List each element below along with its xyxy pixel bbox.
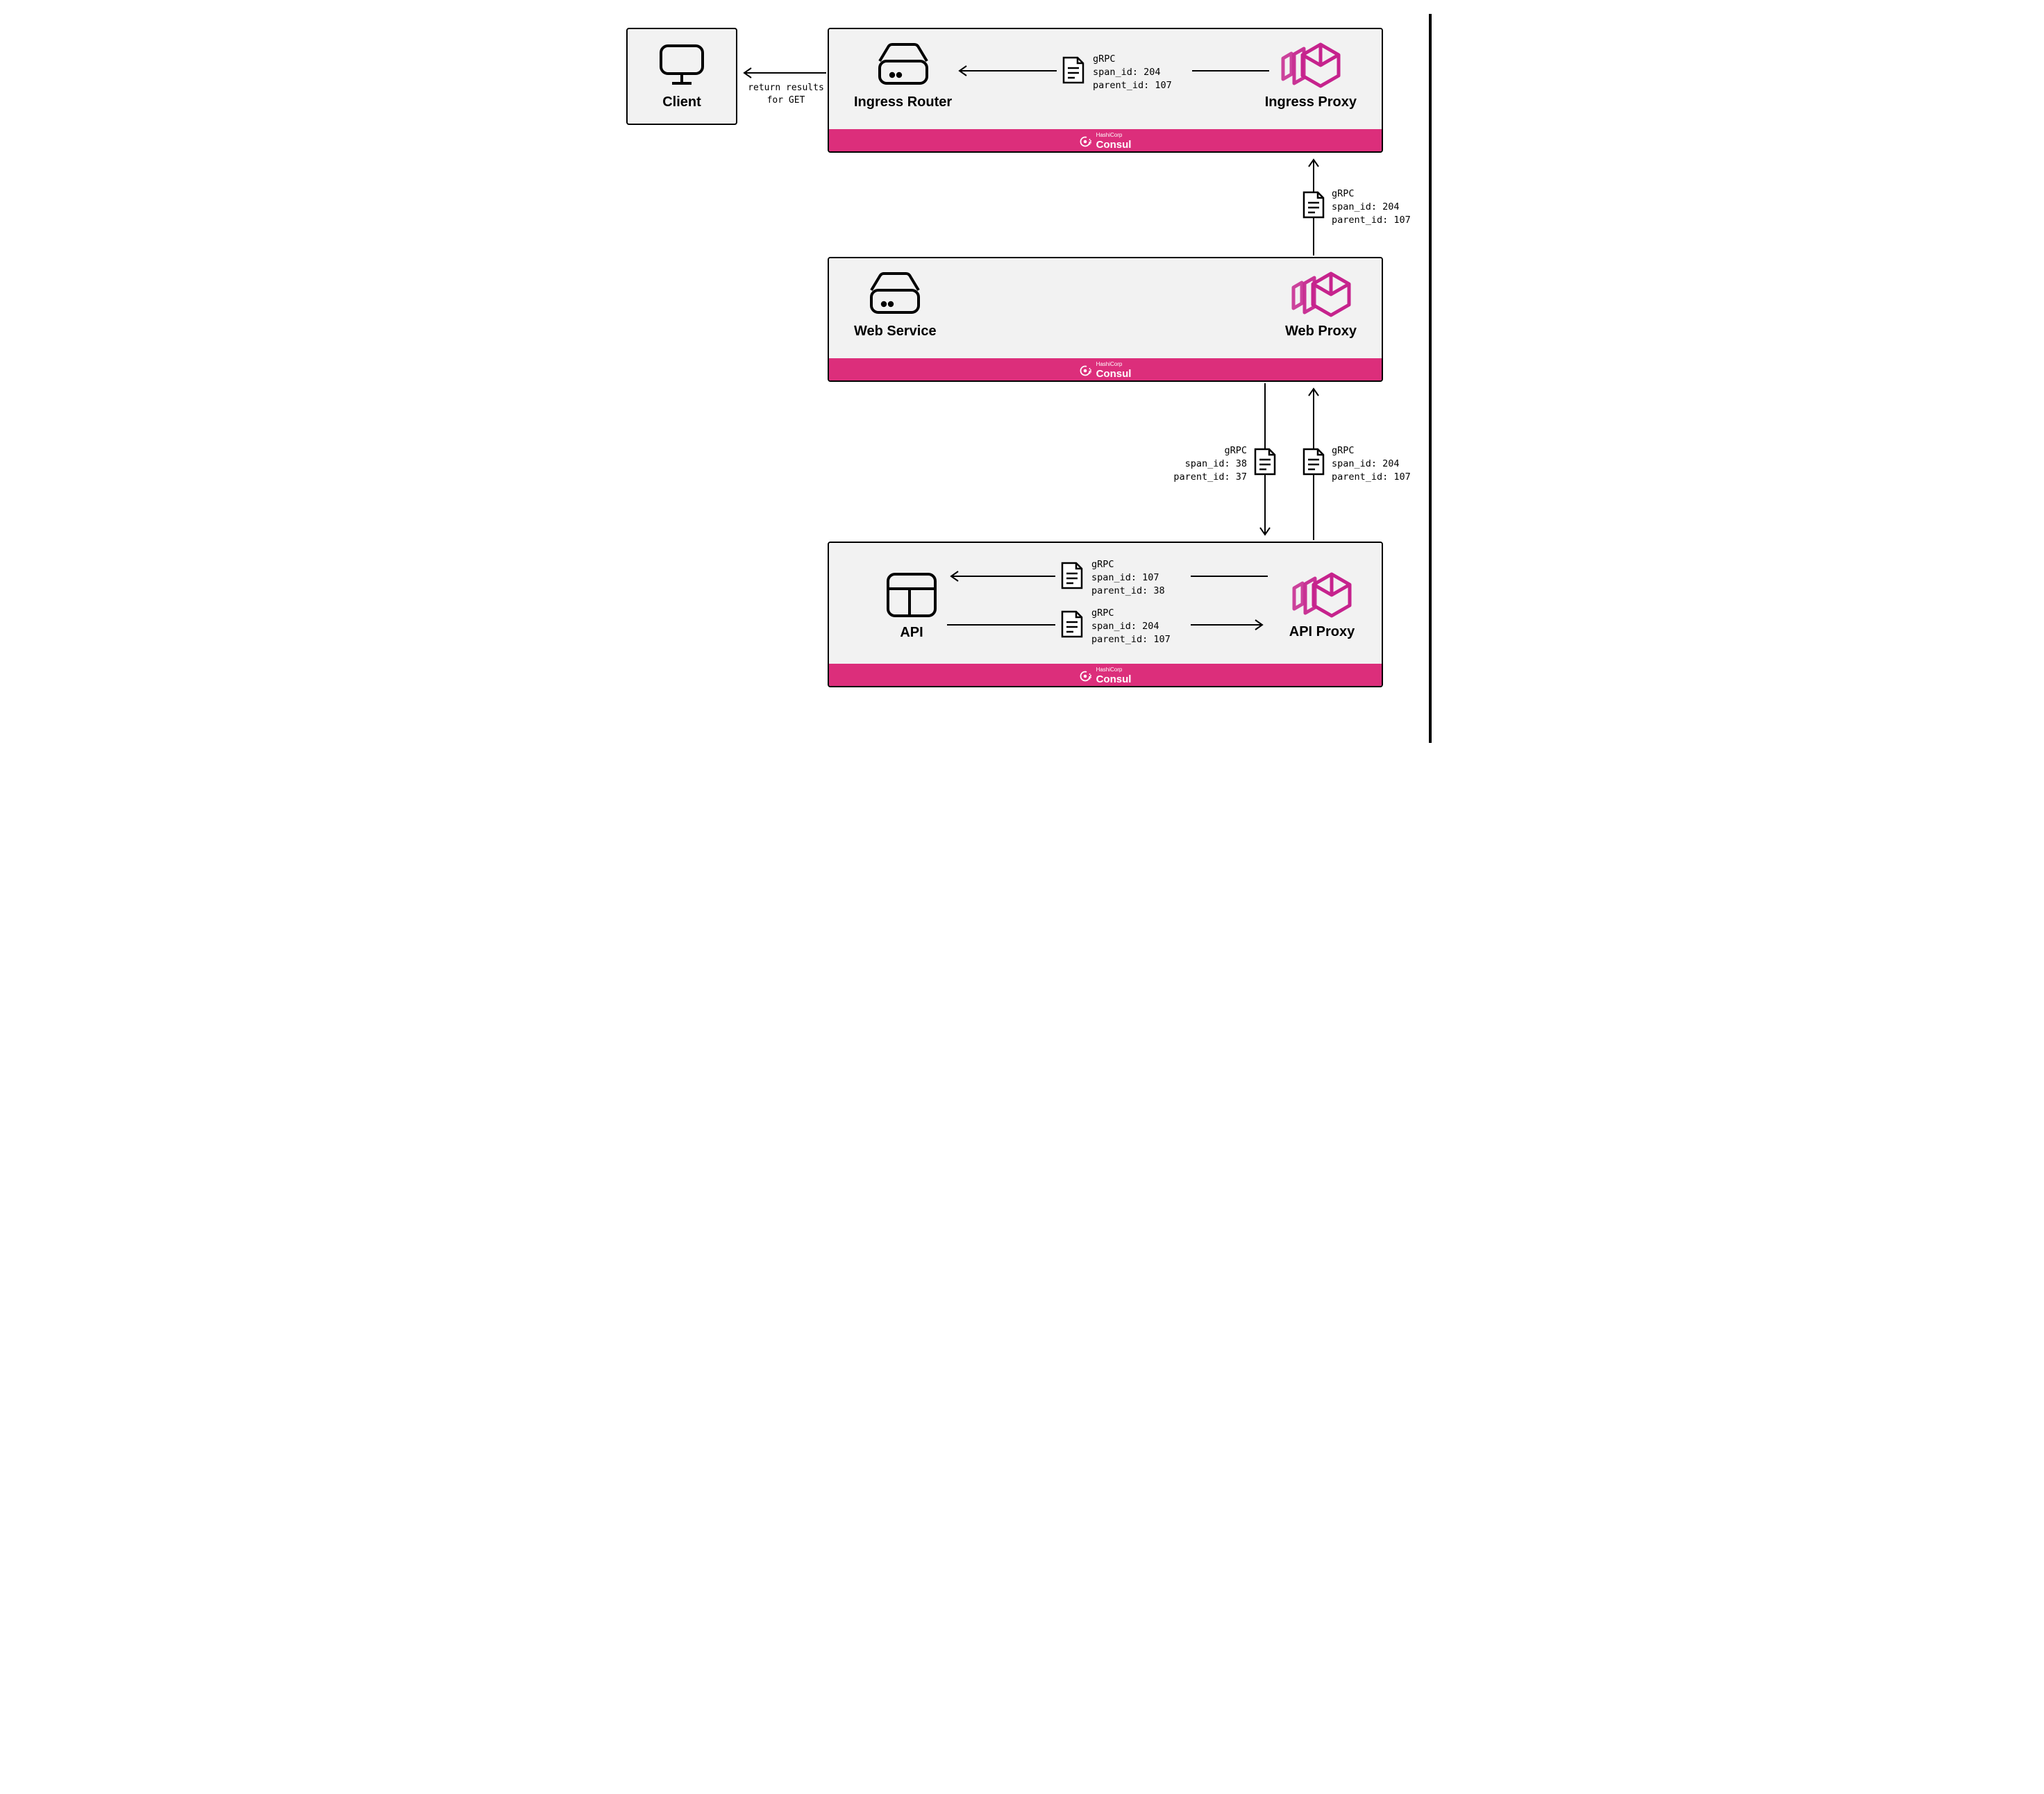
document-icon xyxy=(1061,56,1086,85)
router-icon xyxy=(866,271,924,318)
api-span-bottom-label: gRPC span_id: 204 parent_id: 107 xyxy=(1091,607,1171,646)
ingress-router: Ingress Router xyxy=(854,42,952,121)
proxy-icon xyxy=(1276,42,1346,89)
web-proxy-label: Web Proxy xyxy=(1285,324,1357,339)
link-web-api-up-label: gRPC span_id: 204 parent_id: 107 xyxy=(1332,444,1411,484)
web-service-label: Web Service xyxy=(854,324,937,339)
proxy-icon xyxy=(1287,271,1356,318)
ingress-router-label: Ingress Router xyxy=(854,94,952,110)
document-icon xyxy=(1301,447,1326,476)
api-service: API xyxy=(885,571,939,641)
document-icon xyxy=(1301,190,1326,219)
document-icon xyxy=(1059,561,1084,590)
document-icon xyxy=(1059,610,1084,639)
web-proxy: Web Proxy xyxy=(1285,271,1357,350)
client-label: Client xyxy=(662,94,701,110)
consul-logo-icon xyxy=(1080,364,1092,377)
client-node: Client xyxy=(626,28,737,125)
consul-footer-api: HashiCorpConsul xyxy=(829,664,1382,687)
api-span-top-label: gRPC span_id: 107 parent_id: 38 xyxy=(1091,558,1165,598)
ingress-proxy-label: Ingress Proxy xyxy=(1265,94,1357,110)
consul-footer-ingress: HashiCorpConsul xyxy=(829,129,1382,153)
return-caption: return results for GET xyxy=(741,82,831,107)
diagram-canvas: Client return results for GET Ingress Ro… xyxy=(612,14,1432,743)
ingress-proxy: Ingress Proxy xyxy=(1265,42,1357,121)
proxy-icon xyxy=(1287,571,1357,619)
web-box: Web Service Web Proxy xyxy=(828,257,1383,382)
link-ingress-web-label: gRPC span_id: 204 parent_id: 107 xyxy=(1332,187,1411,227)
api-label: API xyxy=(900,625,923,641)
monitor-icon xyxy=(657,43,707,87)
link-web-api-down-label: gRPC span_id: 38 parent_id: 37 xyxy=(1164,444,1247,484)
router-icon xyxy=(874,42,932,89)
api-proxy-label: API Proxy xyxy=(1289,624,1355,640)
consul-logo-icon xyxy=(1080,670,1092,682)
api-proxy: API Proxy xyxy=(1287,571,1357,640)
web-service: Web Service xyxy=(854,271,937,350)
consul-footer-web: HashiCorpConsul xyxy=(829,358,1382,382)
consul-logo-icon xyxy=(1080,135,1092,148)
table-icon xyxy=(885,571,939,619)
document-icon xyxy=(1253,447,1278,476)
ingress-span-label: gRPC span_id: 204 parent_id: 107 xyxy=(1093,53,1172,92)
arrow-client-ingress xyxy=(737,66,828,80)
